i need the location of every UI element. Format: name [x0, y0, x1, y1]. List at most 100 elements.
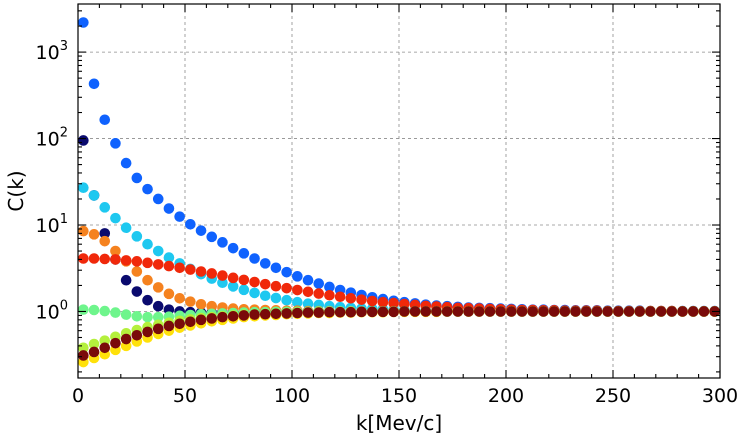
data-point: [366, 295, 378, 307]
data-point: [366, 306, 378, 318]
data-point: [324, 289, 335, 301]
data-point: [131, 310, 143, 322]
data-point: [174, 262, 185, 274]
data-point: [152, 245, 164, 257]
data-point: [281, 294, 292, 306]
data-point: [152, 282, 164, 293]
data-point: [78, 304, 89, 315]
data-point: [88, 338, 100, 350]
data-point: [120, 309, 132, 320]
series-green: [78, 304, 720, 323]
data-point: [99, 235, 111, 247]
data-point: [591, 306, 603, 317]
data-point: [377, 306, 389, 318]
data-point: [249, 287, 260, 299]
data-point: [142, 326, 153, 338]
data-point: [152, 323, 164, 335]
data-point: [142, 238, 153, 250]
data-point: [88, 190, 100, 201]
data-point: [238, 310, 250, 321]
data-point: [217, 311, 228, 323]
data-point: [131, 172, 143, 184]
data-point: [302, 286, 314, 298]
data-point: [377, 296, 389, 308]
data-point: [142, 257, 153, 269]
data-point: [99, 114, 111, 126]
y-tick-label-base: 10: [36, 301, 60, 323]
data-point: [238, 248, 250, 259]
x-tick-labels: 0 50 100 150 200 250 300: [72, 385, 738, 407]
data-point: [142, 294, 153, 306]
data-point: [78, 17, 89, 28]
data-point: [131, 330, 143, 341]
data-point: [516, 306, 528, 317]
data-point: [185, 264, 196, 275]
y-tick-label: 101: [36, 212, 68, 237]
y-axis-title: C(k): [4, 170, 28, 211]
data-point: [120, 157, 132, 169]
data-point: [120, 255, 132, 266]
data-point: [527, 306, 539, 317]
data-point: [249, 253, 260, 264]
data-point: [110, 212, 121, 224]
series-maroon: [78, 306, 720, 361]
data-point: [292, 271, 303, 282]
data-point: [195, 266, 207, 277]
data-point: [302, 274, 314, 286]
y-tick-label-base: 10: [36, 42, 60, 64]
y-tick-label: 102: [36, 126, 68, 151]
data-point: [495, 306, 506, 317]
data-point: [580, 306, 592, 317]
x-tick-label: 300: [702, 385, 738, 407]
data-point: [206, 300, 218, 312]
data-point: [227, 272, 239, 284]
x-tick-label: 150: [381, 385, 417, 407]
data-point: [345, 293, 357, 304]
data-point: [313, 278, 325, 289]
data-point: [227, 310, 239, 322]
data-point: [142, 311, 153, 323]
data-point: [249, 309, 260, 320]
data-point: [163, 203, 175, 214]
data-point: [281, 308, 292, 319]
data-point: [356, 306, 367, 318]
data-point: [88, 304, 100, 316]
data-point: [559, 306, 571, 317]
data-point: [163, 320, 175, 332]
data-point: [452, 306, 464, 317]
data-point: [227, 242, 239, 254]
data-point: [185, 316, 196, 328]
data-point: [484, 306, 496, 317]
data-point: [313, 307, 325, 318]
data-point: [548, 306, 560, 317]
data-point: [473, 306, 485, 317]
data-point: [185, 218, 196, 230]
data-point: [78, 135, 89, 146]
x-tick-label: 250: [595, 385, 631, 407]
data-point: [302, 298, 314, 309]
grid: [77, 4, 721, 378]
data-point: [388, 297, 399, 309]
data-point: [110, 337, 121, 349]
data-point: [78, 342, 89, 354]
data-point: [238, 274, 250, 286]
data-point: [313, 288, 325, 299]
data-point: [195, 314, 207, 326]
data-point: [163, 252, 175, 263]
data-point: [152, 300, 164, 312]
data-point: [174, 211, 185, 222]
data-point: [88, 346, 100, 358]
y-tick-label-exponent: 1: [60, 212, 68, 227]
data-point: [99, 305, 111, 317]
data-point: [292, 296, 303, 308]
data-point: [292, 307, 303, 319]
data-point: [259, 278, 271, 290]
data-point: [206, 268, 218, 279]
data-point: [78, 225, 89, 237]
data-point: [570, 306, 581, 317]
data-point: [259, 290, 271, 302]
data-point: [88, 253, 100, 264]
data-point: [259, 308, 271, 320]
